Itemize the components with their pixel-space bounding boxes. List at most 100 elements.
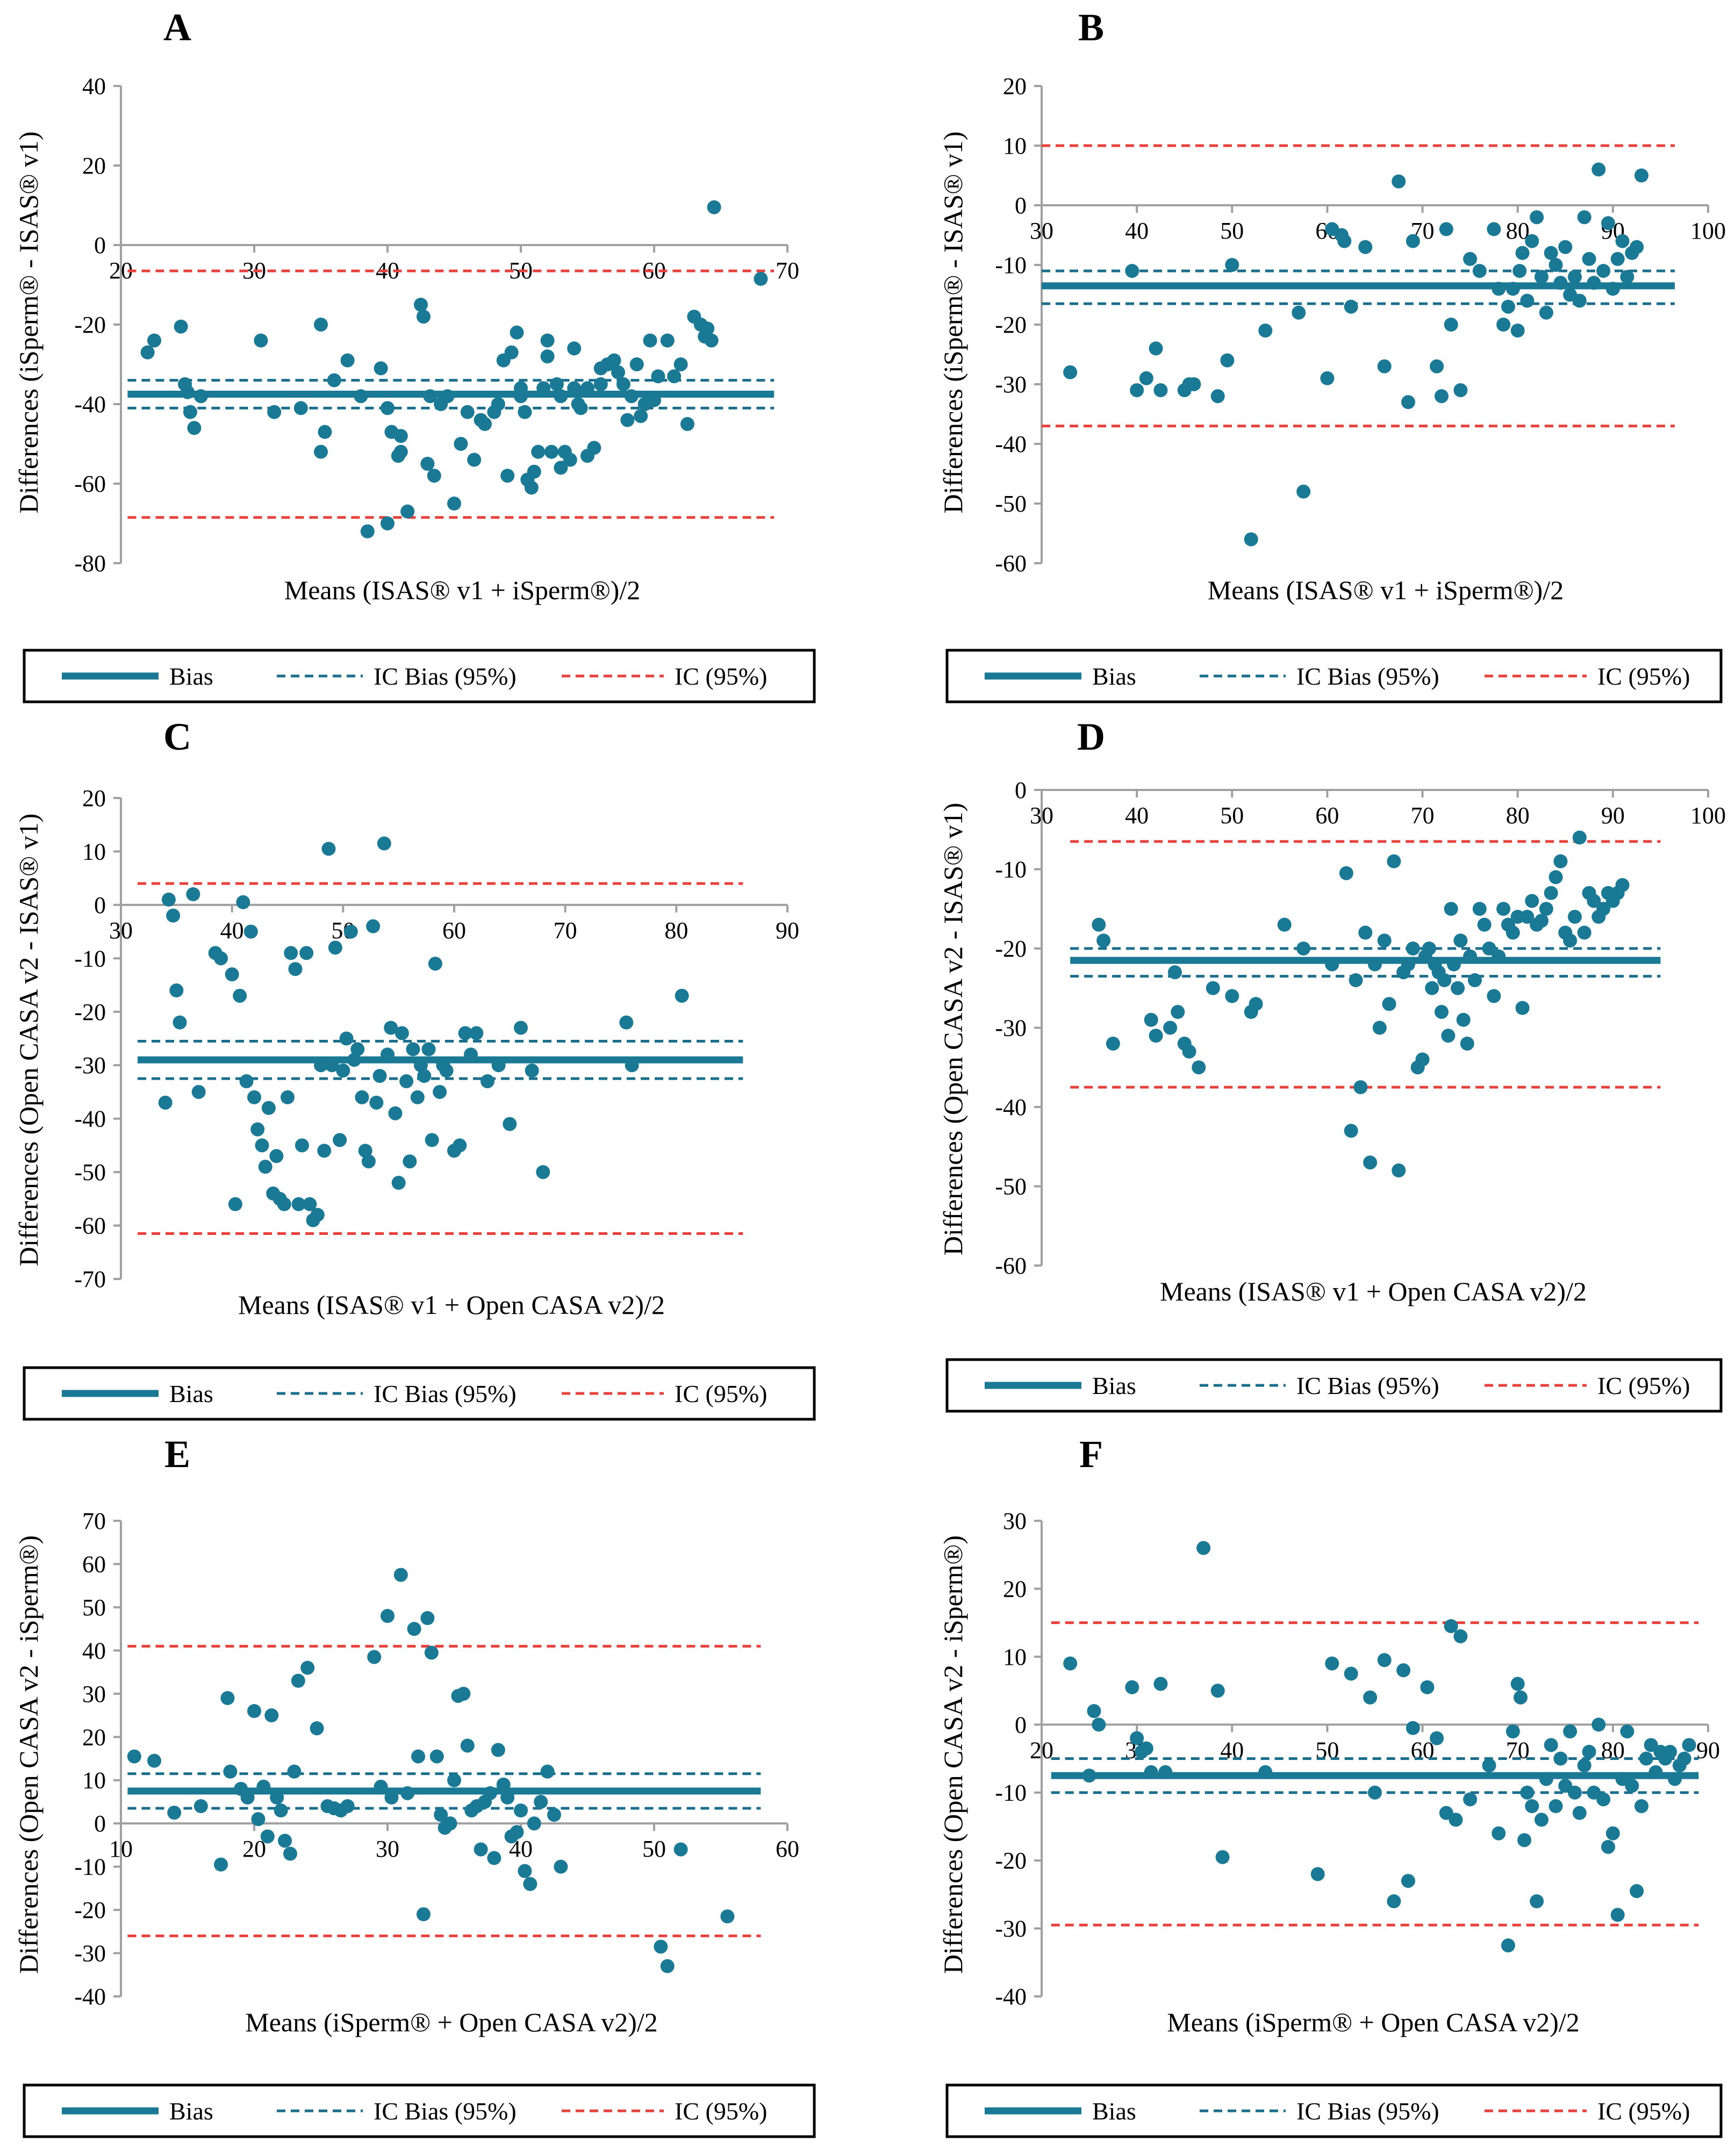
data-point — [1449, 1813, 1463, 1827]
data-point — [1514, 1690, 1528, 1705]
data-point — [483, 1786, 497, 1800]
data-point — [1558, 240, 1573, 254]
data-point — [491, 1058, 506, 1073]
data-point — [239, 1074, 254, 1089]
data-point — [514, 1803, 528, 1818]
x-tick-label: 60 — [1315, 802, 1339, 829]
data-point — [1460, 1037, 1474, 1051]
data-point — [1337, 234, 1352, 248]
data-point — [474, 1842, 488, 1857]
data-point — [1582, 251, 1596, 266]
data-point — [1292, 305, 1306, 320]
data-point — [381, 1609, 395, 1623]
x-axis-title: Means (iSperm® + Open CASA v2)/2 — [245, 2007, 658, 2037]
x-tick-label: 70 — [554, 917, 577, 944]
data-point — [1472, 264, 1487, 278]
x-axis-title: Means (iSperm® + Open CASA v2)/2 — [1167, 2007, 1580, 2037]
data-point — [347, 1053, 361, 1067]
data-point — [1610, 251, 1625, 266]
y-tick-label: 20 — [82, 785, 106, 811]
data-point — [1368, 957, 1382, 972]
y-tick-label: 0 — [94, 1810, 106, 1837]
data-point — [1149, 1029, 1163, 1043]
x-tick-label: 40 — [1125, 218, 1149, 244]
data-point — [1587, 276, 1601, 290]
data-point — [563, 452, 577, 467]
data-point — [1344, 1666, 1358, 1681]
data-point — [1258, 1765, 1273, 1779]
data-point — [295, 1138, 309, 1153]
legend-ic-bias-label: IC Bias (95%) — [1296, 2097, 1439, 2125]
panel-letter: F — [1079, 1433, 1103, 1476]
data-point — [270, 1790, 284, 1805]
data-point — [1353, 1080, 1368, 1095]
data-point — [500, 1790, 515, 1805]
data-point — [1063, 365, 1078, 379]
data-point — [573, 401, 588, 415]
y-tick-label: -30 — [995, 1015, 1027, 1041]
data-point — [660, 1959, 675, 1973]
data-point — [439, 1063, 454, 1078]
data-point — [1451, 981, 1465, 995]
data-point — [1444, 1619, 1458, 1633]
y-tick-label: -60 — [995, 1253, 1027, 1279]
x-tick-label: 20 — [1030, 1737, 1053, 1763]
data-point — [447, 1773, 461, 1787]
data-point — [1435, 389, 1449, 404]
data-point — [1525, 1799, 1539, 1813]
data-point — [1634, 1799, 1648, 1813]
y-tick-label: -10 — [74, 945, 106, 972]
data-point — [1596, 264, 1611, 278]
data-point — [416, 1907, 431, 1922]
data-point — [277, 1197, 291, 1211]
data-point — [680, 417, 694, 431]
data-point — [310, 1721, 324, 1736]
data-point — [1577, 210, 1591, 225]
y-tick-label: -40 — [74, 391, 106, 418]
data-point — [536, 1165, 550, 1180]
data-point — [464, 1047, 478, 1062]
data-point — [1144, 1012, 1158, 1027]
data-point — [1220, 353, 1235, 368]
data-point — [1153, 383, 1168, 398]
data-point — [1401, 395, 1415, 409]
data-point — [1487, 222, 1501, 236]
legend-bias-label: Bias — [1092, 2097, 1136, 2125]
data-point — [374, 1779, 388, 1794]
data-point — [220, 1691, 235, 1705]
legend-ic-bias-label: IC Bias (95%) — [374, 1380, 517, 1407]
data-point — [1163, 1020, 1178, 1035]
x-tick-label: 30 — [376, 1836, 399, 1862]
data-point — [369, 1095, 384, 1110]
data-point — [293, 401, 308, 415]
y-tick-label: 0 — [94, 892, 106, 918]
x-tick-label: 50 — [1220, 802, 1244, 829]
data-point — [414, 1058, 428, 1073]
data-point — [291, 1673, 305, 1688]
x-tick-label: 80 — [1506, 802, 1530, 829]
data-point — [1092, 1717, 1106, 1732]
data-point — [261, 1101, 276, 1115]
data-point — [1372, 1020, 1387, 1035]
data-point — [214, 951, 228, 966]
data-point — [500, 469, 515, 483]
legend-box — [23, 649, 816, 703]
legend-ic-label: IC (95%) — [1597, 663, 1690, 690]
data-point — [1572, 293, 1587, 308]
y-axis-title: Differences (Open CASA v2 - ISAS® v1) — [13, 814, 44, 1267]
data-point — [1496, 902, 1511, 916]
data-point — [1515, 246, 1530, 260]
data-point — [181, 385, 195, 399]
data-point — [1539, 305, 1553, 320]
data-point — [350, 1042, 365, 1057]
data-point — [1325, 1656, 1339, 1671]
y-tick-label: 30 — [1003, 1508, 1027, 1534]
data-point — [314, 1058, 328, 1073]
data-point — [454, 437, 468, 451]
y-tick-label: -40 — [74, 1983, 106, 2010]
data-point — [399, 1074, 414, 1089]
data-point — [147, 333, 161, 348]
data-point — [1512, 264, 1527, 278]
data-point — [299, 946, 314, 960]
